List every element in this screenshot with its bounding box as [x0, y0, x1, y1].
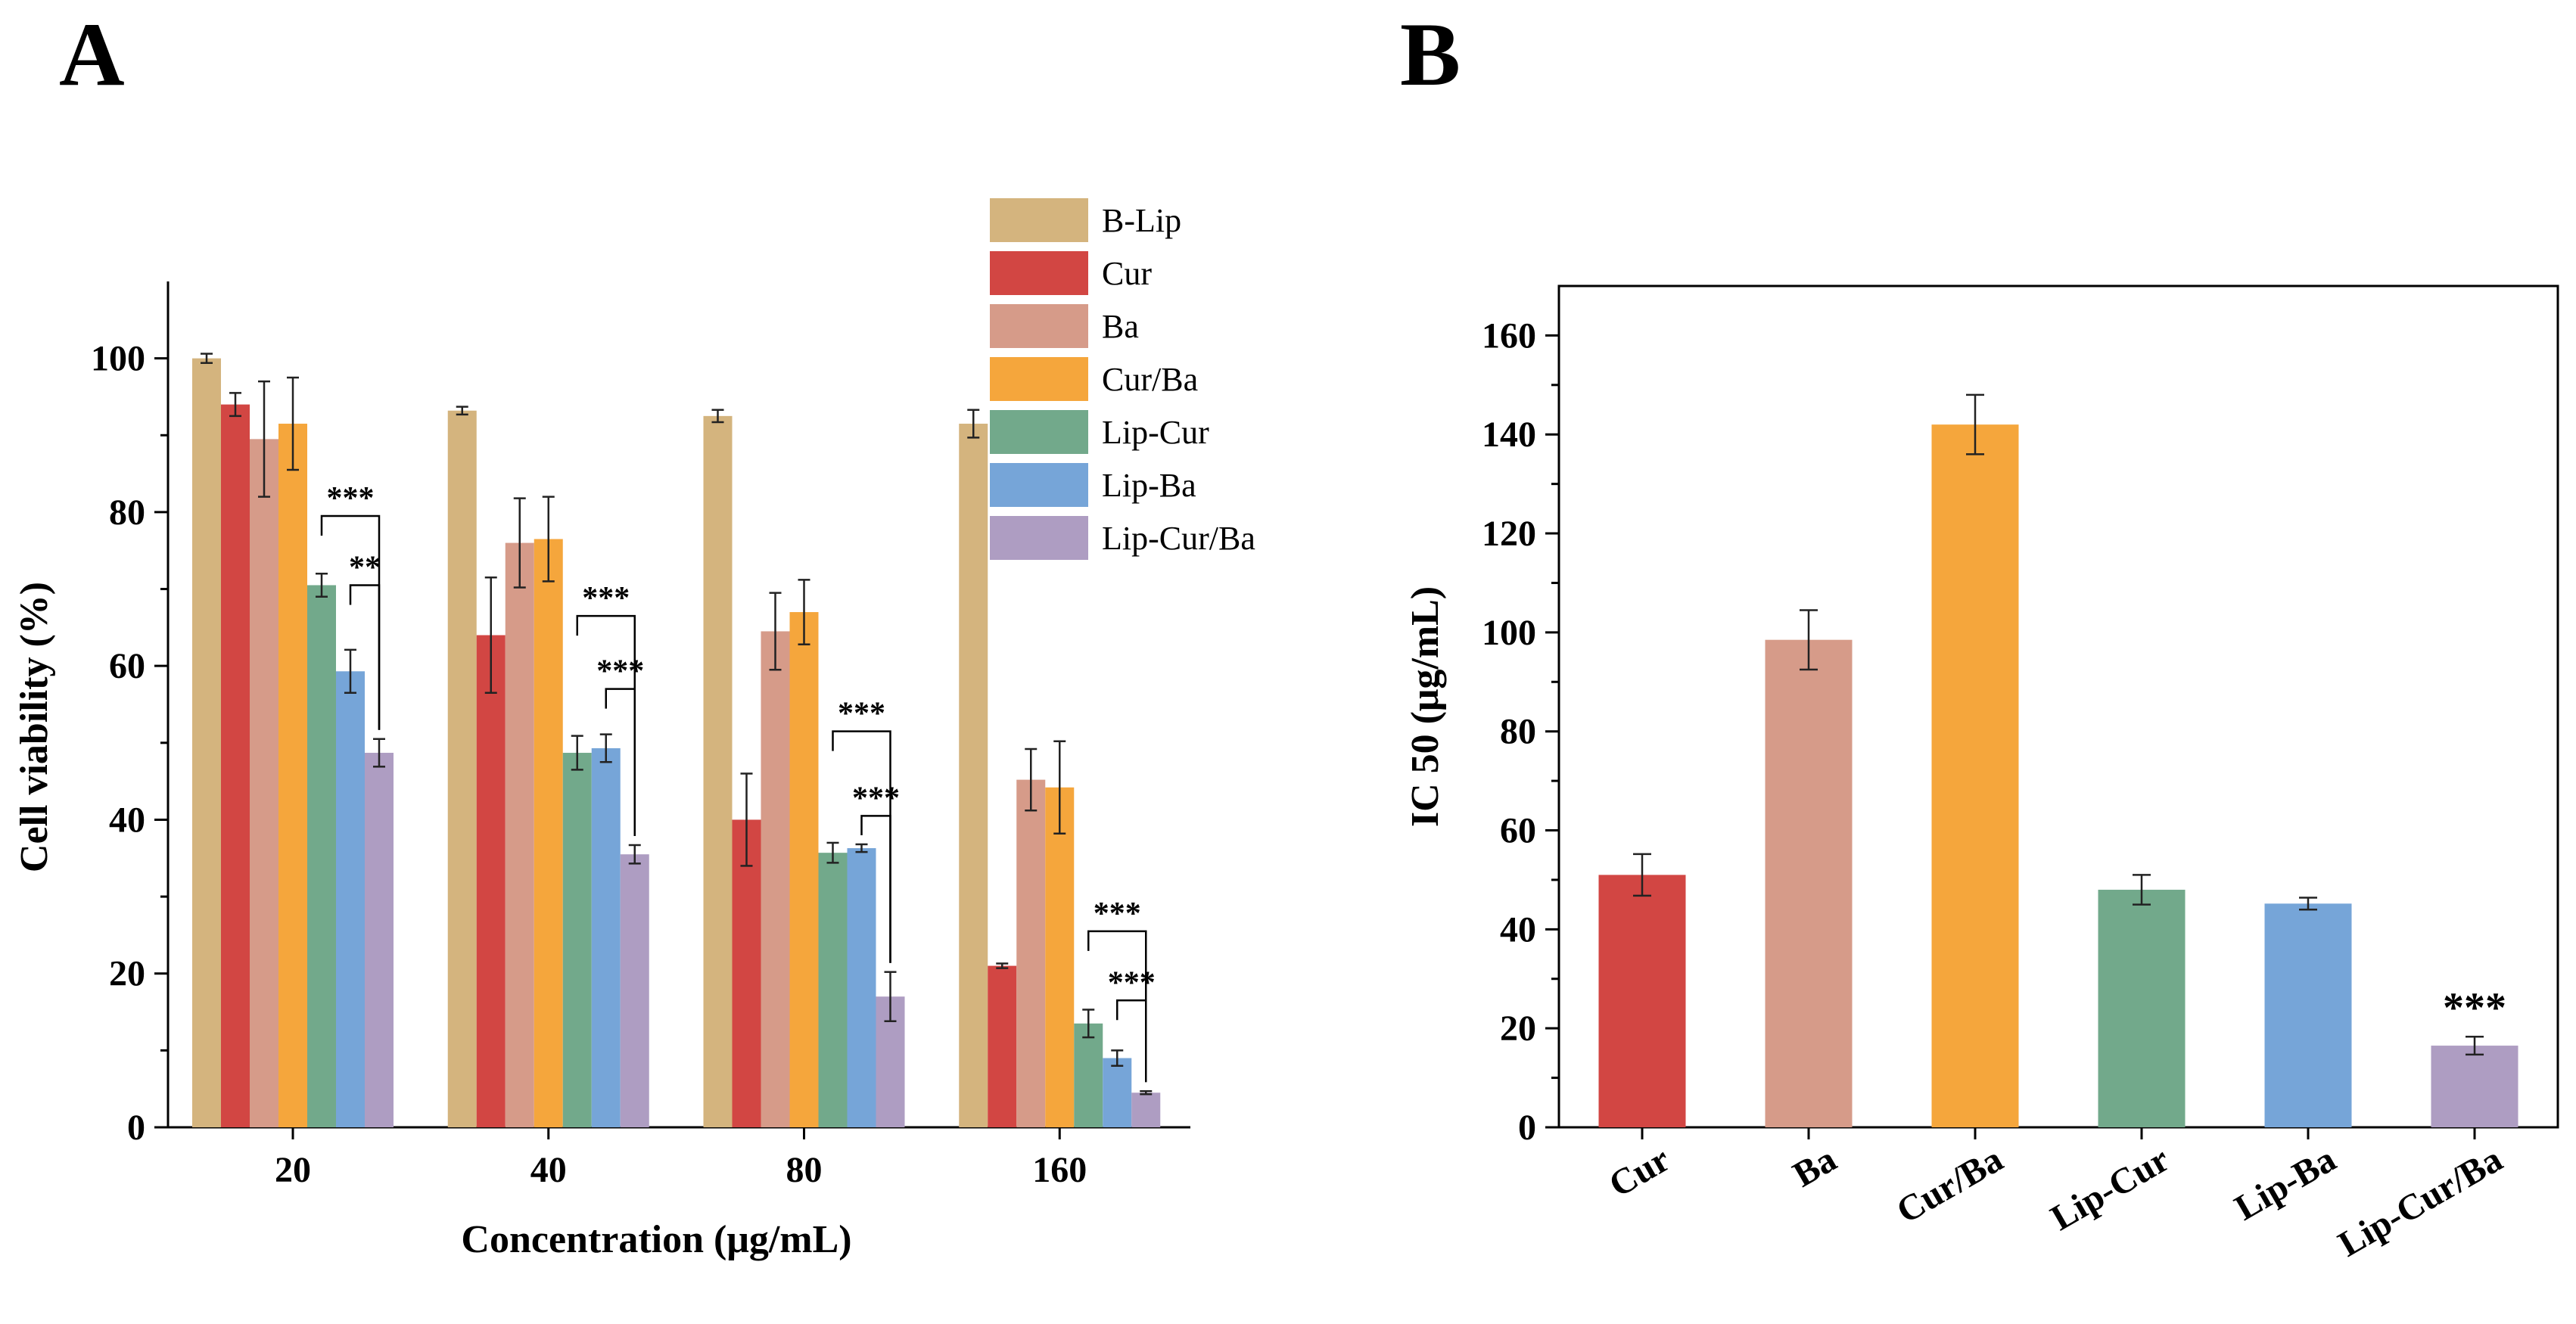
significance-label: *** [596, 654, 644, 689]
bar-lip-cur [2098, 890, 2186, 1127]
bar-lip-ba-160 [1103, 1058, 1132, 1127]
x-tick-label: Cur [1602, 1139, 1676, 1205]
significance-bracket [349, 584, 381, 730]
y-tick-label: 40 [109, 800, 145, 840]
significance-label: *** [1094, 897, 1141, 931]
y-tick-label: 80 [1500, 712, 1536, 752]
bar-lip-cur-160 [1074, 1023, 1103, 1127]
legend-label-lip-ba: Lip-Ba [1102, 467, 1196, 504]
y-tick-label: 40 [1500, 909, 1536, 949]
bar-lip-ba-20 [336, 671, 365, 1127]
bar-ba-80 [761, 631, 790, 1127]
legend-swatch-ba [990, 304, 1088, 348]
bar-cur-ba-80 [789, 612, 819, 1127]
bar-lip-ba [2264, 903, 2352, 1127]
bar-cur-ba-40 [534, 539, 563, 1127]
bar-lip-ba-80 [847, 848, 876, 1127]
bar-cur-ba [1931, 424, 2019, 1127]
significance-label: *** [2443, 984, 2506, 1031]
bar-cur-160 [988, 965, 1017, 1127]
bar-lip-ba-40 [591, 747, 621, 1127]
significance-bracket [605, 688, 636, 836]
significance-label: *** [838, 697, 885, 732]
x-tick-label: 160 [1032, 1150, 1087, 1190]
y-axis-title: Cell viability (%) [13, 582, 56, 872]
significance-label: *** [1108, 965, 1156, 1000]
bar-lip-cur-ba-160 [1131, 1092, 1161, 1127]
legend-label-lip-cur: Lip-Cur [1102, 414, 1209, 451]
bar-ba-160 [1016, 779, 1046, 1127]
bar-cur-40 [476, 635, 506, 1127]
legend-label-cur-ba: Cur/Ba [1102, 361, 1198, 398]
bar-cur [1598, 875, 1686, 1127]
bar-b-lip-20 [192, 358, 221, 1127]
legend-label-lip-cur-ba: Lip-Cur/Ba [1102, 520, 1255, 557]
chart-b-ic50: 0 20 40 60 80 100 120 140 160 Cur Ba Cur/Ba Lip-Cur L… [1404, 284, 2559, 1265]
bar-lip-cur-80 [818, 853, 848, 1127]
panel-a-label: A [59, 4, 125, 104]
significance-bracket [1116, 999, 1147, 1083]
x-tick-label: 40 [530, 1150, 567, 1190]
legend-label-cur: Cur [1102, 255, 1152, 292]
y-tick-label: 80 [109, 493, 145, 533]
y-tick-label: 100 [1482, 613, 1536, 653]
bar-lip-cur-ba [2431, 1046, 2518, 1127]
legend-swatch-cur-ba [990, 357, 1088, 401]
bar-lip-cur-ba-40 [620, 854, 649, 1127]
y-tick-label: 0 [1518, 1108, 1536, 1148]
significance-bracket [860, 815, 891, 963]
significance-label: *** [852, 781, 900, 816]
bar-lip-cur-20 [307, 585, 336, 1127]
x-axis-title: Concentration (μg/mL) [461, 1218, 851, 1261]
x-tick-label: Cur/Ba [1890, 1139, 2009, 1232]
x-tick-label: Lip-Ba [2228, 1139, 2342, 1229]
legend-swatch-cur [990, 251, 1088, 295]
bar-cur-20 [221, 404, 250, 1127]
significance-label: *** [327, 481, 375, 516]
y-tick-label: 60 [109, 646, 145, 686]
bar-b-lip-160 [959, 424, 988, 1127]
significance-label: *** [582, 581, 630, 616]
bar-b-lip-80 [703, 415, 733, 1127]
plot-frame [1557, 284, 2559, 1129]
significance-label: ** [349, 550, 381, 585]
y-tick-label: 140 [1482, 415, 1536, 455]
legend-label-ba: Ba [1102, 308, 1139, 345]
bar-b-lip-40 [447, 410, 477, 1127]
y-tick-label: 0 [127, 1108, 145, 1148]
x-tick-label: Lip-Cur/Ba [2332, 1139, 2509, 1265]
bar-cur-ba-20 [278, 424, 307, 1127]
legend-label-b-lip: B-Lip [1102, 202, 1181, 239]
bar-lip-cur-40 [562, 753, 592, 1127]
legend-swatch-lip-ba [990, 463, 1088, 507]
bar-cur-80 [732, 819, 761, 1127]
x-tick-label: Lip-Cur [2044, 1139, 2176, 1239]
y-tick-label: 160 [1482, 315, 1536, 356]
y-tick-label: 60 [1500, 811, 1536, 851]
bar-ba-40 [505, 542, 534, 1127]
y-tick-label: 20 [1500, 1009, 1536, 1049]
x-tick-label: 20 [275, 1150, 311, 1190]
x-tick-label: 80 [786, 1150, 823, 1190]
legend-swatch-lip-cur-ba [990, 516, 1088, 560]
bar-lip-cur-ba-20 [365, 753, 394, 1127]
x-tick-label: Ba [1786, 1139, 1843, 1195]
bar-ba-20 [250, 439, 278, 1127]
legend-swatch-b-lip [990, 198, 1088, 242]
y-tick-label: 120 [1482, 514, 1536, 554]
bar-ba [1765, 639, 1853, 1127]
y-tick-label: 20 [109, 954, 145, 994]
panel-b-label: B [1400, 4, 1461, 104]
y-axis-title: IC 50 (μg/mL) [1404, 586, 1447, 827]
bar-cur-ba-160 [1045, 787, 1075, 1127]
y-tick-label: 100 [91, 339, 145, 379]
legend-swatch-lip-cur [990, 410, 1088, 454]
